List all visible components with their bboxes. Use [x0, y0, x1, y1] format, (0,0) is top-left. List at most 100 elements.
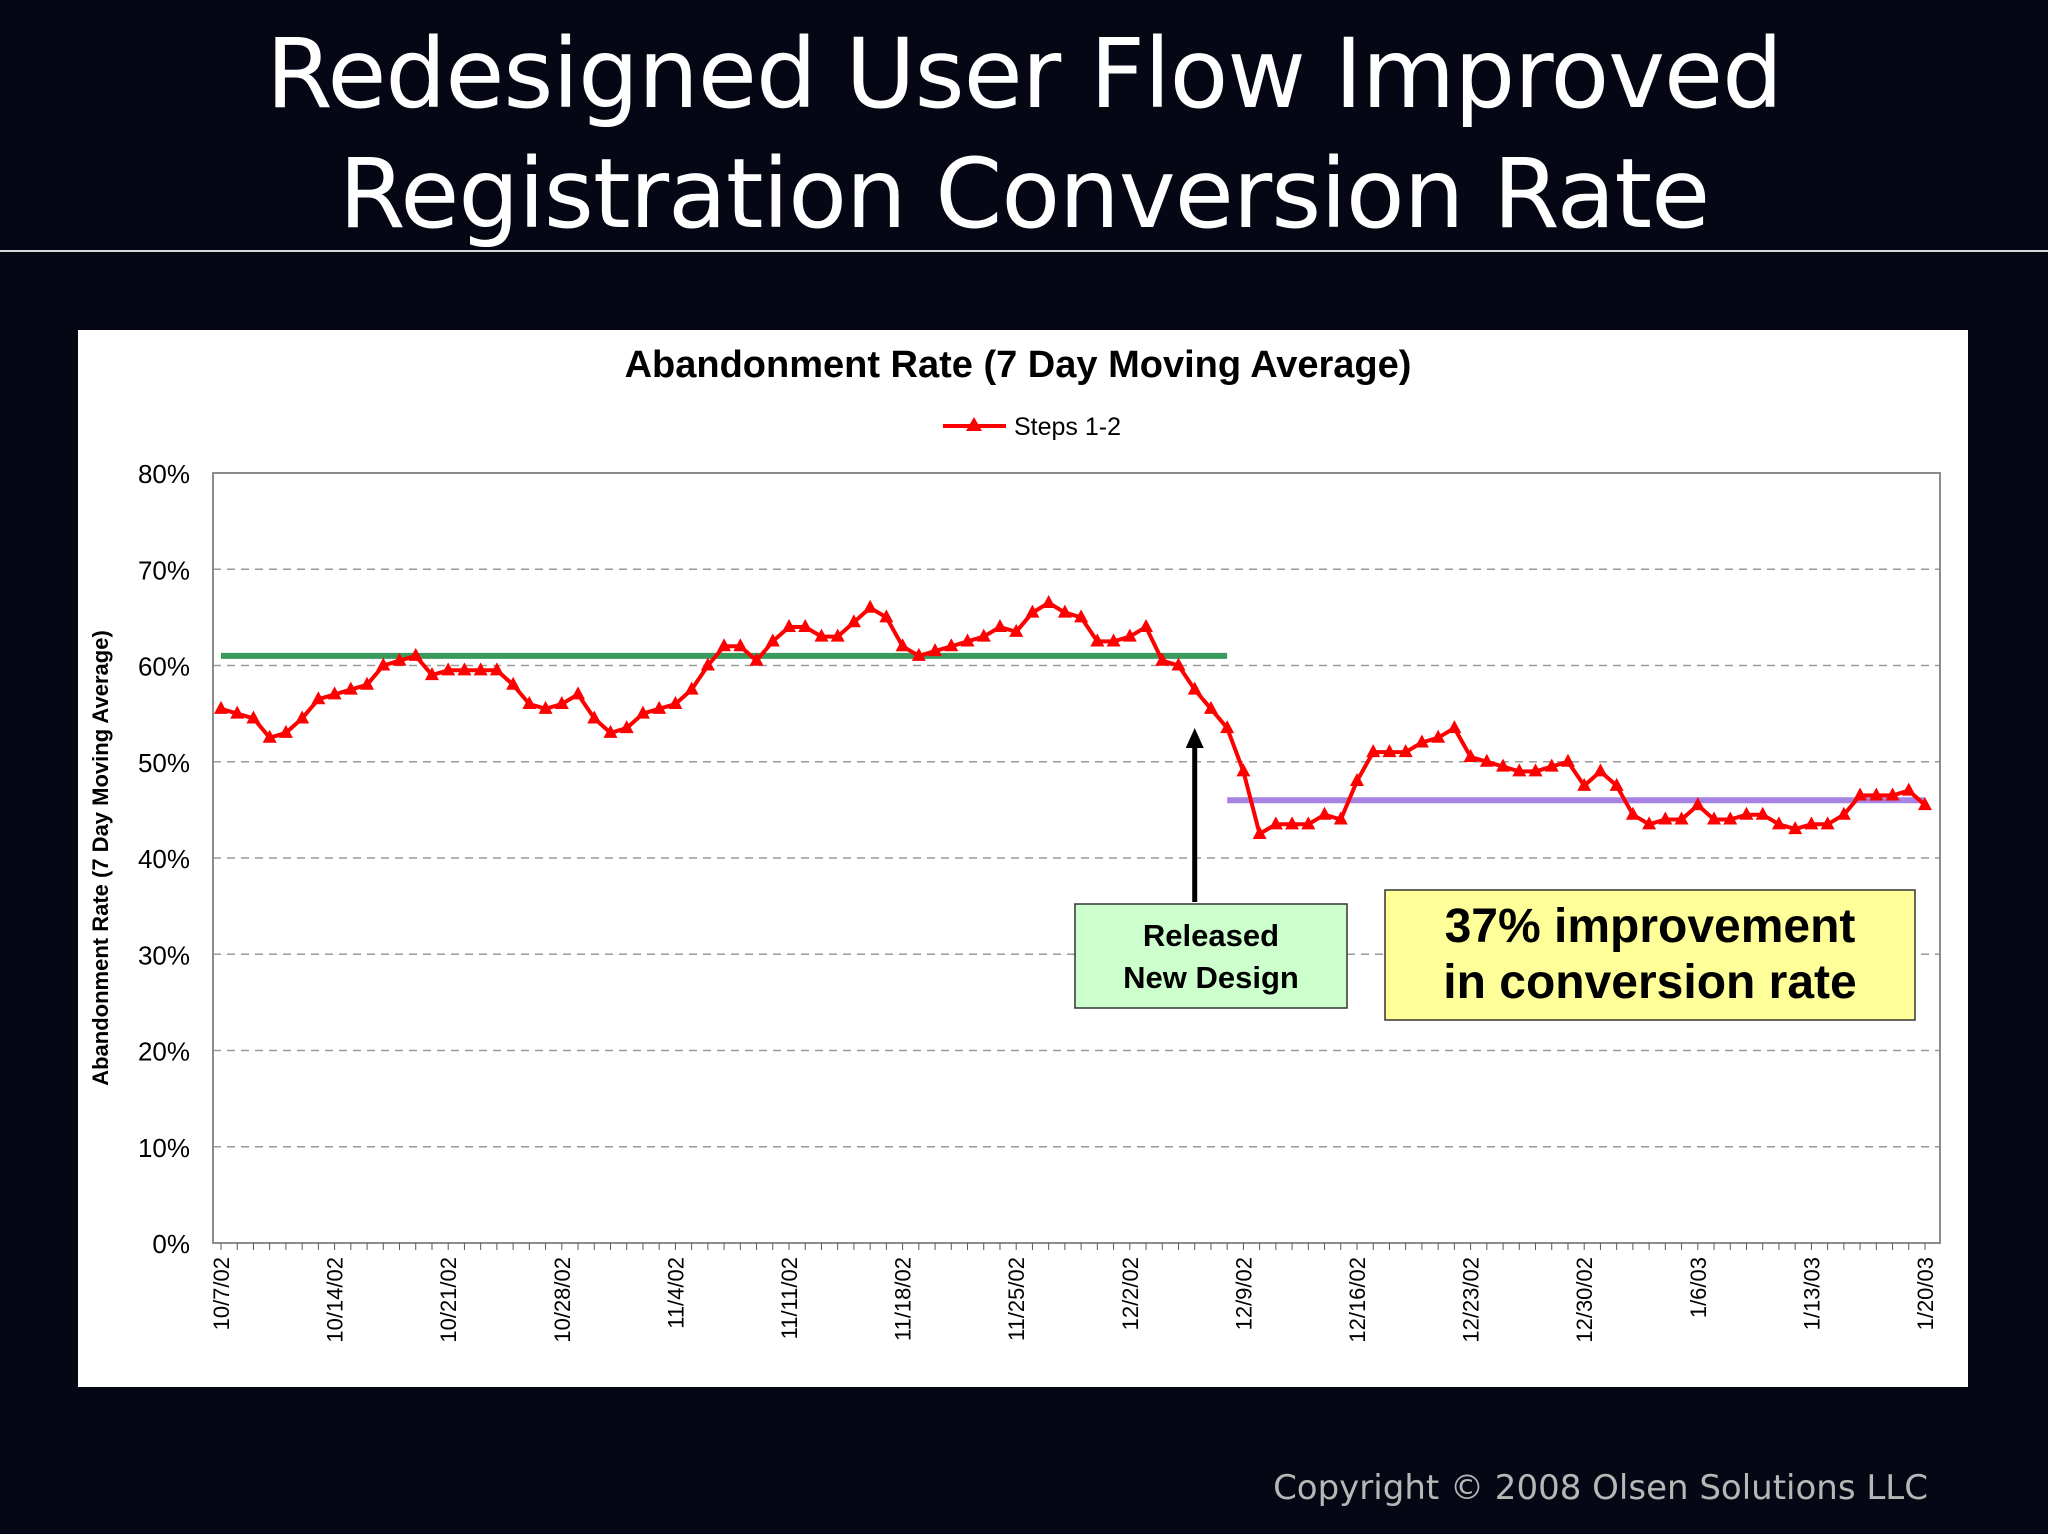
data-point	[1074, 609, 1089, 623]
chart-panel: Abandonment Rate (7 Day Moving Average) S…	[78, 330, 1968, 1387]
y-tick-label: 80%	[138, 459, 190, 489]
data-point	[1918, 797, 1932, 811]
data-point	[944, 638, 959, 652]
y-axis-label: Abandonment Rate (7 Day Moving Average)	[88, 630, 113, 1086]
x-tick-label: 1/20/03	[1913, 1257, 1938, 1330]
data-point	[1398, 744, 1413, 758]
data-point	[1431, 729, 1446, 743]
y-tick-label: 70%	[138, 555, 190, 585]
data-point	[1479, 753, 1494, 767]
release-callout-line-2: New Design	[1123, 960, 1299, 995]
data-point	[571, 686, 586, 700]
data-point	[311, 691, 326, 705]
data-point	[473, 662, 488, 676]
data-point	[976, 628, 991, 642]
x-tick-label: 11/4/02	[663, 1257, 688, 1329]
data-point	[424, 667, 439, 681]
data-point	[1755, 806, 1770, 820]
x-tick-label: 12/9/02	[1231, 1257, 1256, 1330]
release-callout-box	[1074, 903, 1348, 1009]
x-tick-label: 12/2/02	[1118, 1257, 1143, 1330]
data-point	[928, 643, 943, 657]
data-point	[1707, 811, 1722, 825]
data-point	[1836, 806, 1851, 820]
slide-title-line-1: Redesigned User Flow Improved	[265, 18, 1783, 130]
data-point	[1593, 763, 1608, 777]
data-point	[1382, 744, 1397, 758]
data-point	[441, 662, 456, 676]
title-divider	[0, 250, 2048, 252]
improvement-callout-line-2: in conversion rate	[1443, 956, 1856, 1009]
data-point	[830, 628, 845, 642]
data-point	[1723, 811, 1738, 825]
data-point	[846, 614, 861, 628]
y-tick-label: 50%	[138, 748, 190, 778]
data-point	[1203, 700, 1218, 714]
data-point	[1560, 753, 1575, 767]
x-tick-label: 12/16/02	[1345, 1257, 1370, 1343]
data-point	[1609, 777, 1624, 791]
data-point	[1739, 806, 1754, 820]
x-tick-label: 10/14/02	[323, 1257, 348, 1343]
data-point	[782, 619, 796, 632]
data-point	[733, 638, 748, 652]
data-point	[1171, 657, 1186, 671]
data-point	[278, 724, 293, 738]
data-point	[1009, 623, 1024, 637]
data-point	[1268, 816, 1283, 830]
data-point	[1658, 811, 1673, 825]
data-point	[879, 609, 894, 623]
data-point	[960, 633, 975, 647]
data-point	[1366, 744, 1381, 758]
data-point	[1106, 633, 1121, 647]
plot-frame	[212, 472, 1941, 1244]
data-point	[1301, 816, 1316, 830]
data-point	[360, 676, 375, 690]
data-point	[1901, 782, 1916, 796]
data-point	[246, 710, 261, 724]
data-point	[684, 681, 699, 695]
data-point	[522, 696, 537, 709]
data-point	[1771, 816, 1786, 830]
data-point	[343, 681, 358, 695]
data-point	[327, 686, 342, 700]
data-point	[1463, 748, 1478, 762]
data-point	[489, 662, 504, 676]
data-point	[635, 705, 650, 719]
y-tick-label: 40%	[138, 844, 190, 874]
data-point	[1577, 777, 1592, 791]
data-point	[538, 700, 553, 714]
x-tick-label: 1/13/03	[1799, 1257, 1824, 1330]
data-point	[911, 647, 926, 661]
data-point	[214, 700, 228, 714]
data-point	[603, 724, 618, 738]
data-point	[1220, 720, 1235, 734]
data-point	[1187, 681, 1202, 695]
data-point	[749, 652, 764, 666]
abandonment-rate-chart: Abandonment Rate (7 Day Moving Average) S…	[88, 344, 1941, 1343]
data-point	[376, 657, 391, 671]
data-point	[1528, 763, 1543, 777]
x-tick-label: 12/30/02	[1572, 1257, 1597, 1343]
data-point	[1496, 758, 1511, 772]
x-tick-label: 1/6/03	[1686, 1257, 1711, 1318]
chart-title: Abandonment Rate (7 Day Moving Average)	[625, 344, 1412, 386]
x-tick-label: 11/25/02	[1004, 1257, 1029, 1341]
legend-label: Steps 1-2	[1014, 413, 1121, 441]
data-point	[1642, 816, 1657, 830]
slide-title: Redesigned User Flow Improved Registrati…	[0, 14, 2048, 254]
y-tick-label: 20%	[138, 1037, 190, 1067]
data-point	[1544, 758, 1559, 772]
x-tick-label: 11/11/02	[777, 1257, 802, 1339]
data-point	[765, 633, 780, 647]
x-tick-label: 10/28/02	[550, 1257, 575, 1343]
data-point	[1512, 763, 1527, 777]
data-point	[1252, 825, 1267, 839]
data-point	[1820, 816, 1835, 830]
legend-marker-icon	[966, 417, 982, 431]
data-point	[619, 720, 634, 734]
series-line	[220, 600, 1927, 836]
data-point	[457, 662, 472, 676]
data-point	[1155, 652, 1170, 666]
data-point	[392, 652, 407, 666]
